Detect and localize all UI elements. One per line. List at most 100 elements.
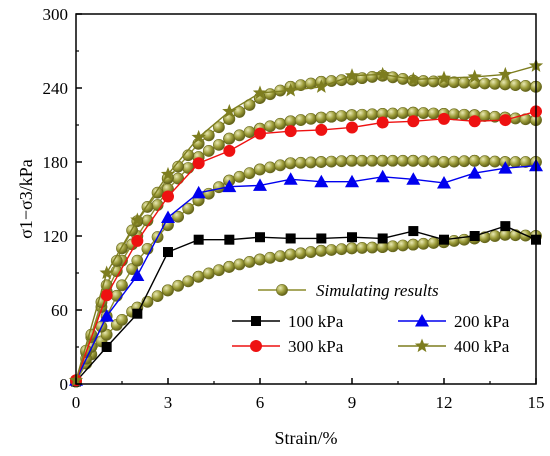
simulated-point <box>407 238 420 251</box>
data-point-400kpa <box>436 70 452 85</box>
simulated-point <box>356 72 369 85</box>
data-point-200kpa <box>253 178 267 191</box>
x-tick-label: 12 <box>436 393 453 412</box>
data-point-300kpa <box>192 157 205 170</box>
simulated-point <box>213 121 225 134</box>
simulated-point <box>519 80 532 92</box>
simulated-point <box>346 242 358 255</box>
simulated-point <box>356 154 369 167</box>
simulated-point <box>489 155 501 168</box>
simulated-point <box>356 108 369 121</box>
data-point-100kpa <box>439 234 449 245</box>
simulated-point <box>335 243 348 256</box>
simulated-point <box>233 258 246 271</box>
simulated-point <box>427 107 440 120</box>
simulated-point <box>254 253 266 266</box>
simulated-point <box>458 108 471 121</box>
legend-simulated-label: Simulating results <box>316 281 439 300</box>
simulated-point <box>264 161 277 174</box>
simulated-point <box>284 157 297 170</box>
simulated-curve-2 <box>70 154 542 388</box>
simulated-point <box>233 106 246 118</box>
legend-simulated-marker <box>258 284 306 296</box>
data-point-300kpa <box>131 234 144 247</box>
simulated-point <box>202 267 215 280</box>
series-100kpa <box>71 221 541 387</box>
legend-400kpa-marker <box>398 338 446 353</box>
simulated-point <box>274 159 287 172</box>
data-point-400kpa <box>375 66 390 81</box>
simulated-curve-1 <box>70 228 542 388</box>
simulated-point <box>182 202 195 215</box>
data-point-200kpa <box>345 174 359 188</box>
data-point-300kpa <box>223 144 236 157</box>
series-line-300kpa <box>75 110 537 381</box>
data-point-300kpa <box>254 127 266 140</box>
series-line-400kpa <box>75 65 537 381</box>
data-point-300kpa <box>100 289 113 302</box>
data-point-100kpa <box>316 233 327 244</box>
y-tick-label: 60 <box>51 301 68 320</box>
legend-400kpa-label: 400 kPa <box>454 337 510 356</box>
legend-symbol <box>250 340 262 352</box>
simulated-point <box>172 172 185 185</box>
x-tick-label: 9 <box>348 393 357 412</box>
simulated-point <box>315 156 328 168</box>
data-point-200kpa <box>191 185 206 199</box>
x-tick-label: 6 <box>256 393 265 412</box>
data-point-200kpa <box>467 166 482 179</box>
data-point-400kpa <box>160 166 176 181</box>
legend-200kpa-label: 200 kPa <box>454 312 510 331</box>
data-point-200kpa <box>406 172 421 185</box>
simulated-point <box>356 242 369 254</box>
simulated-point <box>213 264 225 277</box>
simulated-point <box>366 241 379 254</box>
simulated-point <box>407 154 420 167</box>
simulated-point <box>274 117 287 130</box>
simulated-point <box>376 154 389 167</box>
data-point-100kpa <box>193 234 204 245</box>
data-point-300kpa <box>346 121 358 134</box>
data-point-200kpa <box>498 161 513 174</box>
data-point-400kpa <box>283 82 298 97</box>
data-point-300kpa <box>315 123 328 136</box>
simulated-point <box>448 108 461 121</box>
simulated-point <box>448 155 461 168</box>
simulated-point <box>325 244 338 256</box>
simulated-point <box>478 110 491 122</box>
data-point-400kpa <box>498 66 513 81</box>
simulated-point <box>468 154 481 167</box>
data-point-400kpa <box>314 79 329 93</box>
simulated-point <box>417 155 430 168</box>
data-point-400kpa <box>130 212 145 227</box>
data-point-100kpa <box>408 226 419 237</box>
simulated-point <box>458 76 471 89</box>
simulated-point <box>346 109 358 122</box>
simulated-point <box>305 112 317 125</box>
simulated-point <box>315 244 328 257</box>
simulated-point <box>397 239 409 252</box>
x-tick-label: 0 <box>72 393 81 412</box>
simulated-point <box>346 154 358 167</box>
data-point-200kpa <box>130 268 145 281</box>
simulated-point <box>213 138 225 151</box>
simulated-point <box>305 246 317 258</box>
series-line-200kpa <box>75 165 537 381</box>
data-point-100kpa <box>500 221 511 232</box>
data-point-400kpa <box>191 129 206 144</box>
simulated-point <box>284 248 297 261</box>
data-point-300kpa <box>407 115 420 128</box>
y-tick-label: 120 <box>43 227 69 246</box>
data-point-100kpa <box>285 233 296 244</box>
simulated-point <box>499 78 512 91</box>
data-point-200kpa <box>314 174 329 188</box>
data-point-100kpa <box>255 232 265 243</box>
legend: Simulating results 100 kPa 200 kPa 300 k… <box>232 281 510 356</box>
simulated-point <box>448 235 461 247</box>
simulated-point <box>233 129 246 142</box>
x-tick-label: 15 <box>528 393 545 412</box>
simulated-point <box>489 230 501 242</box>
simulated-point <box>223 260 236 273</box>
simulated-point <box>366 71 379 83</box>
simulated-point <box>366 108 379 121</box>
